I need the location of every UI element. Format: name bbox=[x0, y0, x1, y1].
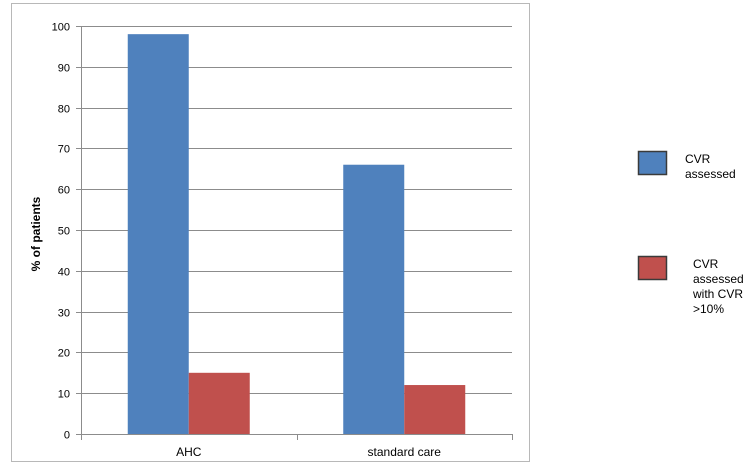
y-tick-label: 10 bbox=[58, 389, 70, 401]
y-tick-label: 40 bbox=[58, 267, 70, 279]
bar-standard-care-series-1 bbox=[343, 164, 405, 434]
y-tick-label: 50 bbox=[58, 226, 70, 238]
y-tick-label: 100 bbox=[52, 22, 70, 34]
y-tick-label: 0 bbox=[64, 430, 70, 442]
y-tick-label: 20 bbox=[58, 348, 70, 360]
bar-ahc-series-1 bbox=[127, 34, 189, 434]
x-tick-label: standard care bbox=[368, 445, 442, 459]
y-axis-title: % of patients bbox=[29, 196, 43, 271]
bar-standard-care-series-2 bbox=[404, 385, 466, 434]
y-tick-label: 60 bbox=[58, 185, 70, 197]
legend-swatch-series-2 bbox=[637, 255, 668, 281]
legend-label: CVR bbox=[685, 152, 711, 166]
y-tick-label: 70 bbox=[58, 144, 70, 156]
y-tick-labels: 0 10 20 30 40 50 60 70 80 90 100 bbox=[52, 22, 70, 442]
legend-label: assessed bbox=[693, 272, 744, 286]
legend-label: with CVR bbox=[692, 287, 743, 301]
bar-ahc-series-2 bbox=[188, 372, 250, 434]
x-tick-label: AHC bbox=[176, 445, 202, 459]
axes bbox=[76, 26, 513, 440]
legend-label: CVR bbox=[693, 257, 719, 271]
y-tick-label: 90 bbox=[58, 63, 70, 75]
legend-label: >10% bbox=[693, 302, 724, 316]
legend-swatch-series-1 bbox=[637, 150, 668, 176]
bars bbox=[127, 34, 466, 434]
legend-label: assessed bbox=[685, 167, 736, 181]
y-tick-label: 80 bbox=[58, 104, 70, 116]
y-tick-label: 30 bbox=[58, 308, 70, 320]
x-tick-labels: AHC standard care bbox=[176, 445, 441, 459]
